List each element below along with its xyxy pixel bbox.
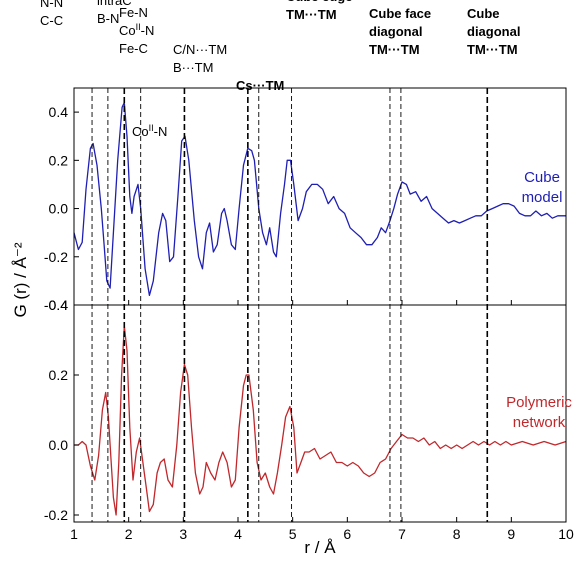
x-tick-label: 9 — [507, 526, 515, 542]
annotation-cntm: C/N···TM — [173, 42, 227, 57]
annotation-intrac: B-N — [97, 11, 119, 26]
x-tick-label: 6 — [343, 526, 351, 542]
y-tick-label: 0.2 — [49, 367, 69, 383]
annotations: C-NN-NC-CintraCB-NFe-NCoII-NFe-CCoII-NC/… — [40, 0, 520, 139]
series-line-bottom — [74, 325, 567, 516]
x-tick-label: 4 — [234, 526, 242, 542]
x-tick-label: 5 — [289, 526, 297, 542]
annotation-fen: Fe-N — [119, 5, 148, 20]
annotation-cubeface: Cube face — [369, 6, 431, 21]
annotation-coii: CoII-N — [132, 123, 167, 139]
top-panel — [73, 101, 566, 297]
y-tick-label: -0.2 — [44, 249, 68, 265]
annotation-cubeedge: Cube edge — [286, 0, 352, 4]
series-line-top — [73, 101, 566, 297]
y-tick-label: -0.4 — [44, 297, 68, 313]
y-tick-label: 0.0 — [49, 437, 69, 453]
annotation-cubediag: diagonal — [467, 24, 520, 39]
x-tick-label: 3 — [179, 526, 187, 542]
x-tick-label: 2 — [125, 526, 133, 542]
legend-label-top: Cube — [524, 169, 560, 186]
annotation-cn: C-C — [40, 13, 63, 28]
legend-label-top: model — [522, 189, 563, 206]
x-tick-label: 10 — [558, 526, 574, 542]
annotation-cubediag: Cube — [467, 6, 500, 21]
annotation-cn: N-N — [40, 0, 63, 10]
annotation-cubeedge: TM···TM — [286, 7, 337, 22]
bottom-panel — [74, 325, 567, 516]
axes: 1 2 3 4 5 6 7 8 9 10 -0.4 -0.2 0.0 0.2 0.4 -0.2 0.0 0.2 0.… — [44, 87, 574, 542]
x-tick-label: 8 — [453, 526, 461, 542]
legend: Cube model Polymeric network — [506, 169, 572, 431]
y-tick-label: 0.4 — [49, 297, 69, 313]
annotation-cubediag: TM···TM — [467, 42, 518, 57]
legend-label-bottom: Polymeric — [506, 394, 572, 411]
annotation-cubeface: TM···TM — [369, 42, 420, 57]
annotation-cntm: B···TM — [173, 60, 213, 75]
annotation-cstm: Cs···TM — [236, 78, 284, 93]
y-tick-label: 0.2 — [49, 152, 69, 168]
annotation-fen: Fe-C — [119, 41, 148, 56]
annotation-intrac: intraC — [97, 0, 132, 8]
x-axis-label: r / Å — [304, 538, 336, 557]
y-tick-label: 0.0 — [49, 201, 69, 217]
y-axis-label: G (r) / Å⁻² — [11, 242, 30, 317]
x-tick-label: 7 — [398, 526, 406, 542]
panel-frame-bottom — [73, 304, 567, 523]
annotation-cubeface: diagonal — [369, 24, 422, 39]
y-tick-label: -0.2 — [44, 507, 68, 523]
y-tick-label: 0.4 — [49, 104, 69, 120]
annotation-fen: CoII-N — [119, 22, 154, 38]
x-tick-label: 1 — [70, 526, 78, 542]
panel-frame-top — [73, 87, 567, 306]
legend-label-bottom: network — [513, 414, 566, 431]
